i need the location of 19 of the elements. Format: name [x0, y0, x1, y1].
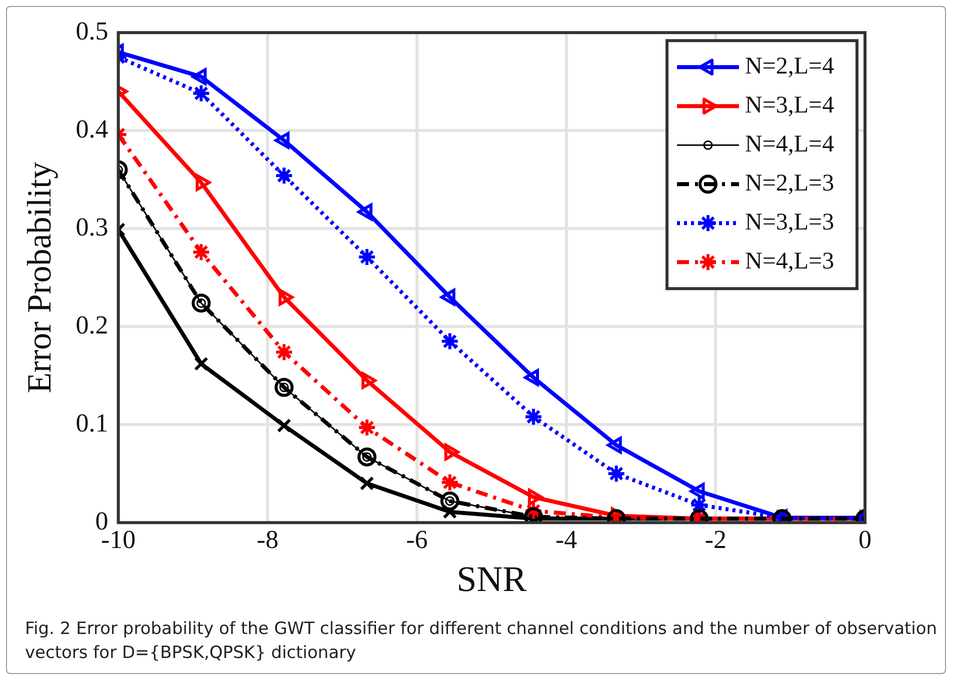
y-axis-title: Error Probability: [21, 162, 58, 394]
y-tick-label: 0.2: [76, 310, 108, 340]
legend-label: N=3,L=4: [745, 92, 834, 118]
legend-label: N=2,L=4: [745, 53, 834, 80]
legend-label: N=4,L=4: [745, 131, 834, 158]
legend-label: N=3,L=3: [745, 209, 834, 236]
y-tick-label: 0.3: [76, 212, 108, 242]
x-tick-label: -2: [704, 525, 726, 554]
x-axis-title: SNR: [456, 558, 527, 599]
x-tick-label: 0: [858, 525, 872, 554]
x-tick-label: -8: [256, 525, 278, 554]
x-tick-label: -4: [555, 525, 578, 554]
y-tick-label: 0.5: [76, 16, 108, 46]
y-tick-label: 0.4: [76, 114, 108, 144]
legend-label: N=4,L=3: [745, 248, 834, 274]
caption: Fig. 2 Error probability of the GWT classifier for different channel conditions and the number of observation vectors for D={BPSK,QPSK} dictionary: [25, 618, 938, 665]
legend-label: N=2,L=3: [745, 170, 834, 196]
y-tick-label: 0.1: [76, 408, 108, 438]
x-tick-label: -6: [406, 525, 428, 554]
